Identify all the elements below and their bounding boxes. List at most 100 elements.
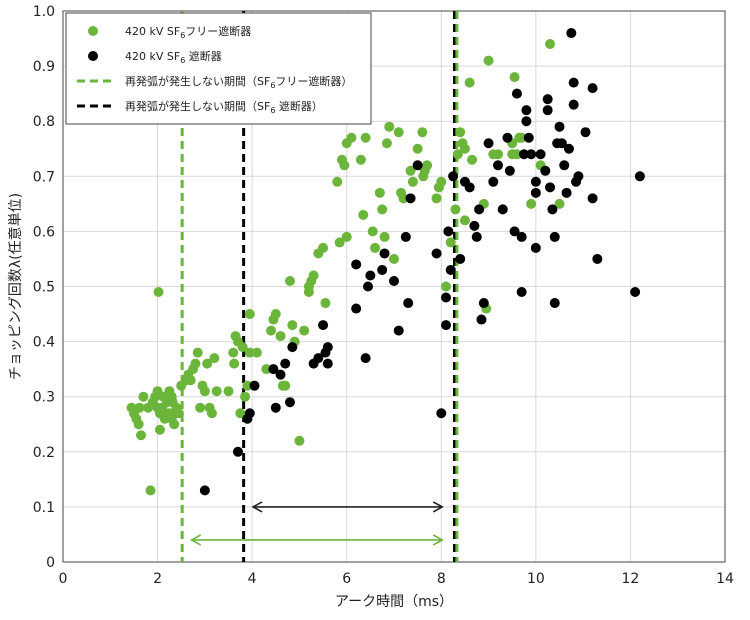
y-tick-label: 1.0 (33, 4, 55, 20)
legend-entry: 420 kV SF6フリー遮断器 (88, 24, 251, 40)
data-point (389, 253, 399, 264)
data-point (455, 253, 466, 264)
arrow-head-right (432, 501, 444, 513)
data-point (244, 408, 255, 419)
data-point (381, 138, 392, 149)
data-point (509, 72, 520, 83)
data-point (237, 342, 248, 353)
data-point (467, 154, 478, 165)
data-point (530, 242, 541, 253)
data-point (483, 138, 494, 149)
data-point (287, 320, 298, 331)
data-point (464, 182, 475, 193)
data-point (407, 176, 418, 187)
x-tick-label: 8 (437, 571, 446, 587)
data-point (154, 424, 165, 435)
data-point (235, 408, 246, 419)
data-point (455, 127, 466, 138)
data-point (554, 198, 565, 209)
data-point (244, 309, 255, 320)
data-point (516, 287, 527, 298)
data-point (379, 248, 390, 259)
data-point (320, 298, 331, 309)
data-point (280, 358, 291, 369)
data-point (332, 176, 343, 187)
data-point (474, 204, 485, 215)
x-axis-title: アーク時間（ms） (335, 594, 453, 610)
data-point (488, 176, 499, 187)
y-tick-label: 0.2 (33, 445, 55, 461)
data-point (195, 402, 206, 413)
data-point (169, 419, 180, 430)
x-tick-label: 4 (248, 571, 257, 587)
data-point (268, 364, 279, 375)
legend-box (65, 12, 372, 125)
data-point (209, 353, 220, 364)
y-tick-label: 0.1 (33, 500, 55, 516)
data-point (228, 347, 239, 358)
data-point (244, 347, 255, 358)
legend-entry: 再発弧が発生しない期間（SF6 遮断器） (77, 99, 323, 115)
data-point (400, 231, 411, 242)
data-point (530, 176, 541, 187)
data-point (526, 198, 537, 209)
x-tick-label: 10 (527, 571, 545, 587)
data-point (389, 275, 399, 286)
data-point (360, 353, 371, 364)
data-point (561, 187, 572, 198)
data-point (211, 386, 222, 397)
data-point (403, 298, 414, 309)
data-point (459, 143, 470, 154)
data-point (540, 165, 551, 176)
data-point (431, 248, 442, 259)
data-point (334, 237, 345, 248)
data-point (630, 287, 641, 298)
data-point (441, 320, 452, 331)
data-point (556, 138, 567, 149)
data-point (443, 226, 454, 237)
data-point (504, 165, 515, 176)
y-tick-label: 0.4 (33, 335, 55, 351)
data-point (294, 435, 305, 446)
data-point (634, 171, 645, 182)
data-point (145, 485, 156, 496)
y-tick-label: 0.5 (33, 280, 55, 296)
data-point (549, 298, 560, 309)
data-point (526, 149, 537, 160)
data-point (422, 160, 433, 171)
data-point (521, 105, 532, 116)
data-point (545, 182, 556, 193)
data-point (367, 226, 378, 237)
arrow-head-right (432, 534, 444, 546)
data-point (284, 397, 295, 408)
legend: 420 kV SF6フリー遮断器 420 kV SF6 遮断器再発弧が発生しない期… (65, 12, 372, 125)
data-point (313, 353, 324, 364)
data-point (478, 298, 489, 309)
data-point (448, 171, 459, 182)
data-point (587, 193, 598, 204)
legend-label: 420 kV SF6 遮断器 (125, 49, 222, 65)
data-point (530, 187, 541, 198)
data-point (549, 231, 560, 242)
data-point (133, 419, 144, 430)
data-point (464, 77, 475, 88)
tick-labels: 0 2 4 6 8 10 12 14 0 0.1 0.2 0.3 0.4 0.5 0.6 0.7 0.8 0.9 1… (33, 4, 734, 587)
data-point (251, 347, 262, 358)
x-tick-label: 12 (622, 571, 640, 587)
data-point (322, 358, 333, 369)
data-point (431, 193, 442, 204)
data-point (568, 99, 579, 110)
data-point (393, 127, 404, 138)
data-point (199, 386, 210, 397)
data-point (199, 485, 210, 496)
arrow-head-left (189, 534, 202, 546)
data-point (284, 275, 295, 286)
y-tick-label: 0.9 (33, 59, 55, 75)
data-point (374, 187, 385, 198)
data-point (287, 342, 298, 353)
data-point (249, 380, 260, 391)
x-tick-label: 6 (342, 571, 351, 587)
data-point (469, 220, 480, 231)
data-point (185, 375, 196, 386)
data-point (405, 165, 416, 176)
